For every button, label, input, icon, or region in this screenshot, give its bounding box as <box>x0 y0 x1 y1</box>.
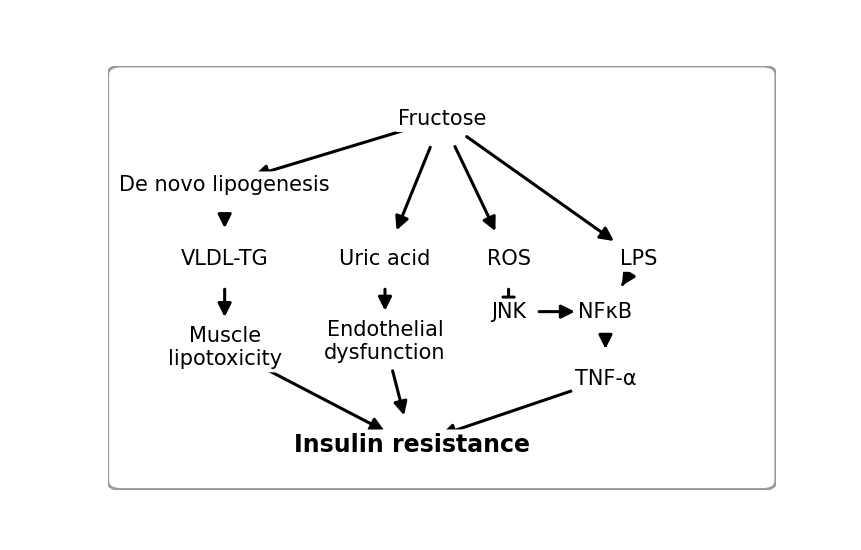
Text: VLDL-TG: VLDL-TG <box>181 249 269 269</box>
Text: JNK: JNK <box>491 301 525 322</box>
Text: Fructose: Fructose <box>397 109 486 129</box>
Text: Endothelial
dysfunction: Endothelial dysfunction <box>324 320 445 363</box>
Text: NFκB: NFκB <box>578 301 632 322</box>
Text: De novo lipogenesis: De novo lipogenesis <box>119 174 330 195</box>
Text: LPS: LPS <box>619 249 657 269</box>
FancyBboxPatch shape <box>108 66 775 490</box>
Text: Uric acid: Uric acid <box>339 249 430 269</box>
Text: Muscle
lipotoxicity: Muscle lipotoxicity <box>167 326 282 369</box>
Text: ROS: ROS <box>486 249 530 269</box>
Text: Insulin resistance: Insulin resistance <box>294 433 530 457</box>
Text: TNF-α: TNF-α <box>574 370 635 389</box>
